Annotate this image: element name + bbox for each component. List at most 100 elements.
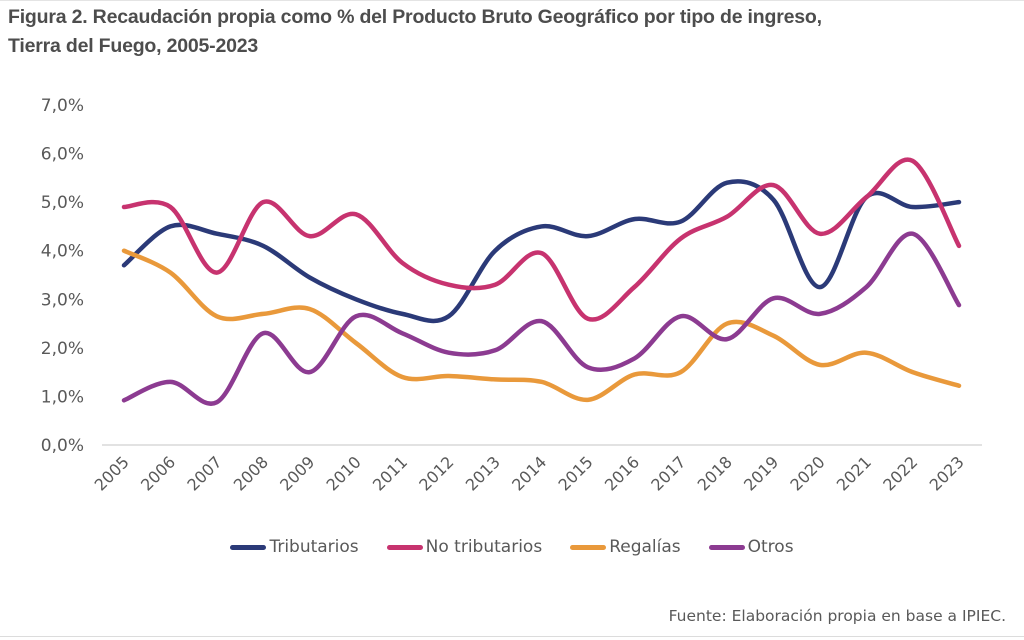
- chart-title-line-1: Figura 2. Recaudación propia como % del …: [8, 6, 822, 28]
- data-point-tributarios-2012: [447, 314, 451, 318]
- y-tick-label: 0,0%: [41, 436, 84, 456]
- line-chart: 0,0%1,0%2,0%3,0%4,0%5,0%6,0%7,0% 2005 200…: [41, 96, 982, 495]
- data-point-otros-2008: [261, 331, 265, 335]
- legend-item-no-tributarios[interactable]: No tributarios: [386, 537, 543, 557]
- data-point-otros-2021: [864, 285, 868, 289]
- data-point-tributarios-2008: [261, 244, 265, 248]
- data-point-otros-2005: [122, 398, 126, 402]
- data-point-no-tributarios-2006: [168, 205, 172, 209]
- data-point-regalias-2005: [122, 249, 126, 253]
- data-point-regalias-2016: [632, 372, 636, 376]
- series-tributarios: [121, 179, 962, 324]
- y-tick-label: 3,0%: [41, 290, 84, 310]
- data-point-tributarios-2005: [122, 263, 126, 267]
- source-note: Fuente: Elaboración propia en base a IPI…: [668, 607, 1006, 625]
- series-otros: [121, 231, 962, 406]
- y-tick-label: 6,0%: [41, 145, 84, 165]
- series-line-tributarios: [121, 179, 962, 324]
- legend-swatch-otros: [708, 544, 745, 550]
- data-point-no-tributarios-2022: [910, 159, 914, 163]
- data-point-no-tributarios-2021: [864, 195, 868, 199]
- x-tick-label: 2023: [926, 452, 968, 494]
- data-point-otros-2013: [493, 348, 497, 352]
- data-point-regalias-2008: [261, 312, 265, 316]
- data-point-no-tributarios-2014: [539, 251, 543, 255]
- legend-label-no-tributarios: No tributarios: [425, 537, 543, 557]
- data-point-tributarios-2015: [586, 234, 590, 238]
- legend: Tributarios No tributarios Regalías Otro…: [0, 537, 1024, 557]
- data-point-no-tributarios-2005: [122, 205, 126, 209]
- data-point-no-tributarios-2018: [725, 215, 729, 219]
- data-point-no-tributarios-2008: [261, 200, 265, 204]
- chart-title: Figura 2. Recaudación propia como % del …: [8, 3, 1018, 61]
- data-point-regalias-2012: [447, 374, 451, 378]
- data-point-no-tributarios-2013: [493, 283, 497, 287]
- x-tick-label: 2006: [137, 452, 179, 494]
- legend-swatch-tributarios: [230, 544, 267, 550]
- x-tick-label: 2011: [369, 452, 411, 494]
- data-point-regalias-2023: [957, 384, 961, 388]
- bottom-divider: [0, 636, 1024, 637]
- x-tick-label: 2009: [276, 452, 318, 494]
- x-tick-label: 2017: [647, 452, 689, 494]
- x-tick-label: 2005: [91, 452, 133, 494]
- data-point-no-tributarios-2009: [307, 234, 311, 238]
- data-point-tributarios-2017: [678, 219, 682, 223]
- data-point-no-tributarios-2019: [771, 183, 775, 187]
- series-no-tributarios: [121, 157, 962, 322]
- data-point-otros-2022: [910, 232, 914, 236]
- data-point-regalias-2006: [168, 270, 172, 274]
- legend-label-regalias: Regalías: [609, 537, 681, 557]
- data-point-regalias-2022: [910, 370, 914, 374]
- data-point-otros-2010: [354, 314, 358, 318]
- data-point-regalias-2021: [864, 351, 868, 355]
- data-point-regalias-2020: [818, 363, 822, 367]
- y-tick-label: 2,0%: [41, 339, 84, 359]
- data-point-regalias-2015: [586, 398, 590, 402]
- data-point-regalias-2011: [400, 375, 404, 379]
- data-point-no-tributarios-2007: [215, 270, 219, 274]
- legend-item-regalias[interactable]: Regalías: [570, 537, 681, 557]
- x-tick-label: 2010: [323, 452, 365, 494]
- data-point-otros-2012: [447, 351, 451, 355]
- data-point-tributarios-2013: [493, 249, 497, 253]
- data-point-tributarios-2014: [539, 224, 543, 228]
- series-layer: [121, 157, 962, 406]
- data-point-no-tributarios-2011: [400, 261, 404, 265]
- legend-item-tributarios[interactable]: Tributarios: [230, 537, 359, 557]
- y-tick-label: 4,0%: [41, 242, 84, 262]
- chart-title-line-2: Tierra del Fuego, 2005-2023: [8, 35, 259, 57]
- data-point-tributarios-2020: [818, 285, 822, 289]
- x-tick-label: 2022: [879, 452, 921, 494]
- data-point-no-tributarios-2020: [818, 232, 822, 236]
- data-point-no-tributarios-2015: [586, 317, 590, 321]
- x-tick-label: 2007: [183, 452, 225, 494]
- series-regalias: [121, 248, 962, 403]
- data-point-otros-2019: [771, 296, 775, 300]
- x-tick-label: 2014: [508, 452, 550, 494]
- data-point-otros-2017: [678, 314, 682, 318]
- series-line-otros: [121, 231, 962, 406]
- data-point-no-tributarios-2016: [632, 285, 636, 289]
- x-tick-label: 2013: [462, 452, 504, 494]
- y-tick-label: 7,0%: [41, 96, 84, 116]
- legend-label-tributarios: Tributarios: [269, 537, 359, 557]
- data-point-tributarios-2010: [354, 297, 358, 301]
- data-point-regalias-2018: [725, 321, 729, 325]
- y-tick-label: 1,0%: [41, 387, 84, 407]
- y-axis: 0,0% 1,0% 2,0% 3,0% 4,0% 5,0% 6,0% 7,0%: [41, 96, 84, 456]
- data-point-no-tributarios-2017: [678, 236, 682, 240]
- legend-swatch-no-tributarios: [386, 544, 423, 550]
- data-point-otros-2011: [400, 331, 404, 335]
- data-point-regalias-2009: [307, 307, 311, 311]
- data-point-regalias-2014: [539, 380, 543, 384]
- data-point-otros-2020: [818, 312, 822, 316]
- x-tick-label: 2020: [786, 452, 828, 494]
- legend-item-otros[interactable]: Otros: [708, 537, 794, 557]
- data-point-otros-2015: [586, 365, 590, 369]
- data-point-otros-2016: [632, 356, 636, 360]
- data-point-regalias-2017: [678, 370, 682, 374]
- data-point-no-tributarios-2010: [354, 212, 358, 216]
- x-tick-label: 2012: [415, 452, 457, 494]
- data-point-regalias-2010: [354, 341, 358, 345]
